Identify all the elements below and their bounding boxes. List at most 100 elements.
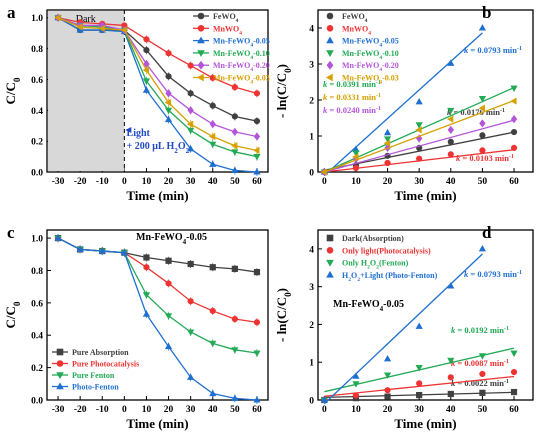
sample-label: Mn-FeWO4-0.05 [333, 299, 404, 313]
data-point [479, 389, 486, 396]
dark-region [48, 11, 125, 171]
data-point [120, 248, 128, 256]
data-point [253, 132, 261, 141]
data-point [54, 234, 62, 241]
x-tick-label: 20 [383, 177, 393, 187]
rate-constant-label: k = 0.0240 min-1 [323, 105, 381, 115]
x-tick-label: 30 [186, 405, 196, 415]
data-point [187, 260, 194, 268]
x-tick-label: 10 [351, 405, 361, 415]
data-point [120, 26, 127, 34]
data-point [447, 138, 454, 145]
data-point [231, 265, 238, 272]
y-tick-label: 3 [309, 283, 314, 293]
panel-b-kinetics-chart: 0 10 20 30 40 50 60 0 1 2 3 4 Time (min) - ln(C/C0) Fe… [274, 3, 534, 203]
y-tick-label: 0.0 [31, 397, 43, 407]
data-point [478, 245, 487, 252]
x-tick-label: 0 [122, 177, 127, 187]
dark-label: Dark [76, 14, 96, 25]
data-point [209, 74, 216, 81]
data-point [510, 144, 518, 151]
data-point [383, 372, 392, 379]
data-point [165, 73, 172, 80]
legend-marker [197, 60, 205, 70]
data-point [165, 280, 172, 287]
data-point [187, 298, 194, 305]
fit-line [324, 99, 515, 173]
y-tick-label: 1 [309, 359, 314, 369]
data-point [253, 319, 261, 326]
legend-label: Mn-FeWO4-0.05 [342, 37, 399, 49]
legend-marker [326, 24, 334, 32]
data-point [76, 23, 83, 31]
y-tick-label: 0.4 [31, 332, 43, 342]
data-point [320, 396, 328, 403]
data-point [165, 257, 172, 264]
legend-marker [56, 372, 64, 380]
data-point [164, 107, 173, 115]
h2o2-label: + 200 μL H2O2 [127, 141, 190, 155]
data-point [143, 254, 150, 261]
legend-marker [326, 259, 334, 267]
y-tick-label: 0.0 [31, 169, 43, 179]
rate-constant-label: k = 0.0793 min-1 [464, 269, 522, 279]
data-point [416, 391, 423, 399]
data-point [187, 106, 194, 115]
data-point [479, 119, 486, 128]
legend-marker [326, 12, 334, 20]
data-point [253, 168, 261, 175]
x-tick-label: -20 [74, 405, 87, 415]
series-line [57, 237, 257, 401]
data-point [383, 136, 392, 143]
y-tick-label: 1 [309, 133, 314, 143]
legend-label: Mn-FeWO4-0.03 [213, 74, 270, 86]
x-tick-label: 30 [414, 405, 424, 415]
data-point [447, 374, 454, 381]
legend-label: Pure Absorption [72, 348, 129, 357]
data-point [231, 127, 239, 137]
legend-label: Mn-FeWO4-0.05 [213, 37, 270, 49]
data-point [209, 120, 216, 129]
data-point [352, 153, 359, 161]
y-tick-label: 0.6 [31, 299, 43, 309]
data-point [384, 159, 391, 167]
data-point [142, 310, 151, 317]
data-point [209, 102, 216, 109]
x-tick-label: 40 [208, 177, 218, 187]
data-point [478, 96, 487, 103]
data-point [253, 117, 261, 125]
y-tick-label: 2 [309, 97, 314, 107]
data-point [253, 396, 261, 403]
data-point [352, 164, 360, 172]
x-tick-label: -10 [96, 177, 109, 187]
x-tick-label: 50 [230, 405, 240, 415]
data-point [209, 264, 216, 271]
data-point [186, 120, 194, 128]
fit-line [323, 32, 483, 177]
legend-marker [326, 234, 334, 242]
x-tick-label: 60 [509, 405, 519, 415]
legend-marker [196, 73, 204, 82]
data-point [253, 154, 261, 161]
data-point [446, 115, 454, 123]
y-tick-label: 1.0 [31, 14, 43, 24]
y-axis-label: C/C0 [3, 301, 22, 328]
data-point [447, 107, 455, 115]
data-point [76, 245, 84, 252]
data-point [447, 59, 455, 66]
legend-marker [197, 12, 205, 20]
x-tick-label: 30 [414, 177, 424, 187]
x-tick-label: 0 [122, 405, 127, 415]
data-point [384, 387, 391, 394]
sample-label: Mn-FeWO4-0.05 [136, 232, 207, 246]
panel-letter: c [7, 223, 15, 242]
y-axis-label: C/C0 [3, 77, 22, 104]
data-point [231, 166, 239, 173]
x-tick-label: 50 [230, 177, 240, 187]
legend-label: Photo-Fenton [72, 383, 119, 392]
data-point [142, 66, 149, 74]
legend-marker [197, 50, 205, 57]
panel-letter: b [482, 3, 491, 22]
plot-frame [46, 9, 269, 173]
legend-label: Only light(Photocatalysis) [342, 246, 431, 255]
